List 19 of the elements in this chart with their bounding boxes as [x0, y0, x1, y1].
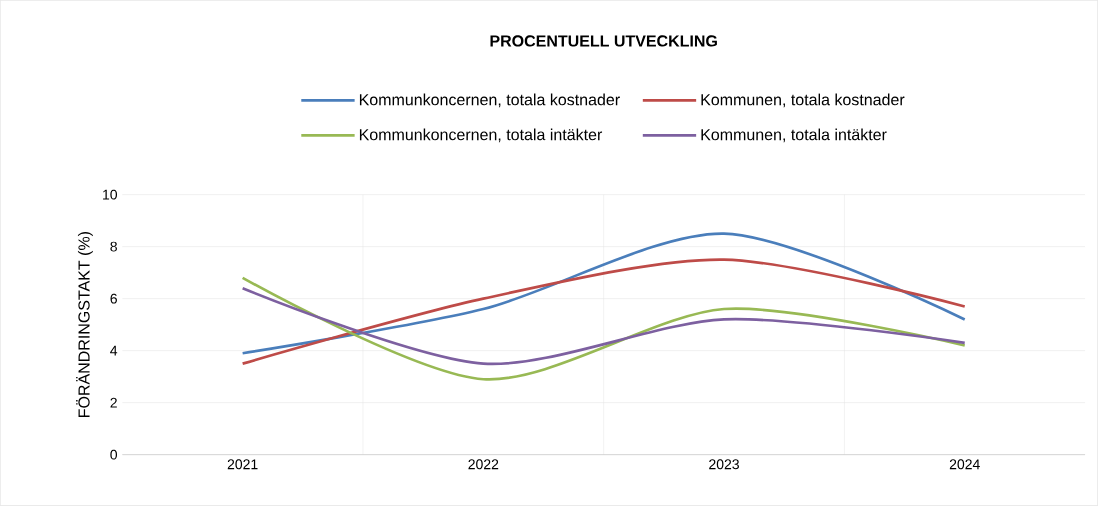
legend-label: Kommunkoncernen, totala kostnader: [359, 93, 620, 108]
y-tick-label: 10: [103, 189, 118, 200]
x-tick-label: 2024: [949, 459, 980, 470]
y-axis-title: FÖRÄNDRINGSTAKT (%): [76, 232, 93, 417]
line-series: [241, 232, 967, 355]
y-tick-label: 0: [110, 449, 118, 460]
y-tick-label: 8: [110, 241, 117, 252]
line-series: [241, 286, 967, 366]
x-tick-label: 2021: [227, 459, 258, 470]
line-series: [241, 258, 967, 366]
y-tick-label: 2: [110, 397, 117, 408]
x-tick-label: 2023: [709, 459, 739, 470]
chart-title: PROCENTUELL UTVECKLING: [490, 35, 717, 47]
x-tick-label: 2022: [468, 459, 499, 470]
legend-label: Kommunen, totala kostnader: [701, 93, 905, 108]
y-tick-label: 6: [110, 293, 117, 304]
legend-label: Kommunen, totala intäkter: [701, 128, 887, 143]
legend-label: Kommunkoncernen, totala intäkter: [359, 128, 603, 143]
y-tick-label: 4: [110, 345, 118, 356]
